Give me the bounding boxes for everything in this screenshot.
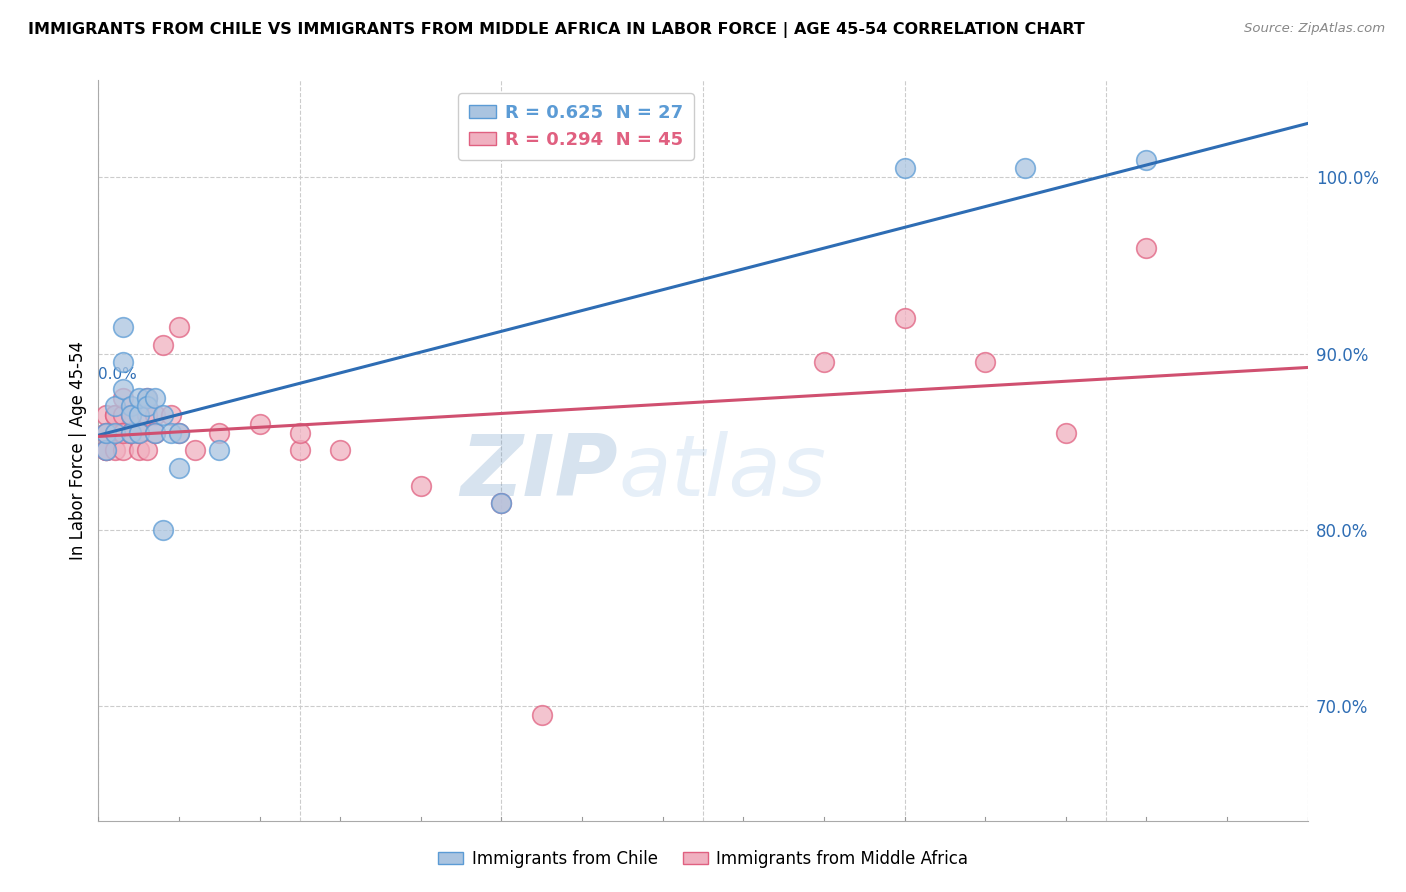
Point	[120, 425, 142, 440]
Point	[893, 161, 915, 176]
Point	[135, 391, 157, 405]
Point	[103, 425, 125, 440]
Point	[120, 408, 142, 422]
Point	[96, 425, 118, 440]
Point	[111, 382, 134, 396]
Legend: Immigrants from Chile, Immigrants from Middle Africa: Immigrants from Chile, Immigrants from M…	[432, 844, 974, 875]
Point	[120, 408, 142, 422]
Point	[120, 400, 142, 414]
Point	[111, 408, 134, 422]
Point	[184, 443, 207, 458]
Text: ZIP: ZIP	[461, 431, 619, 514]
Point	[160, 408, 183, 422]
Point	[96, 443, 118, 458]
Text: IMMIGRANTS FROM CHILE VS IMMIGRANTS FROM MIDDLE AFRICA IN LABOR FORCE | AGE 45-5: IMMIGRANTS FROM CHILE VS IMMIGRANTS FROM…	[28, 22, 1085, 38]
Point	[167, 320, 190, 334]
Point	[167, 461, 190, 475]
Point	[813, 355, 835, 369]
Point	[128, 425, 150, 440]
Text: 0.0%: 0.0%	[98, 367, 138, 382]
Point	[96, 443, 118, 458]
Point	[103, 425, 125, 440]
Point	[208, 443, 231, 458]
Point	[143, 425, 166, 440]
Point	[96, 443, 118, 458]
Point	[135, 400, 157, 414]
Point	[111, 355, 134, 369]
Point	[152, 523, 174, 537]
Point	[135, 408, 157, 422]
Point	[111, 425, 134, 440]
Point	[96, 443, 118, 458]
Point	[111, 425, 134, 440]
Point	[167, 425, 190, 440]
Point	[893, 311, 915, 326]
Point	[208, 425, 231, 440]
Point	[143, 425, 166, 440]
Point	[96, 425, 118, 440]
Point	[1135, 153, 1157, 167]
Point	[111, 443, 134, 458]
Point	[103, 400, 125, 414]
Point	[128, 408, 150, 422]
Point	[120, 425, 142, 440]
Point	[111, 391, 134, 405]
Point	[135, 443, 157, 458]
Point	[103, 408, 125, 422]
Point	[491, 496, 513, 510]
Point	[152, 408, 174, 422]
Point	[143, 391, 166, 405]
Point	[128, 425, 150, 440]
Point	[409, 479, 432, 493]
Point	[103, 443, 125, 458]
Point	[974, 355, 997, 369]
Point	[135, 391, 157, 405]
Point	[96, 425, 118, 440]
Point	[288, 443, 311, 458]
Point	[103, 425, 125, 440]
Point	[103, 408, 125, 422]
Point	[1014, 161, 1036, 176]
Point	[128, 391, 150, 405]
Point	[111, 320, 134, 334]
Point	[128, 443, 150, 458]
Point	[1054, 425, 1077, 440]
Point	[491, 496, 513, 510]
Point	[329, 443, 352, 458]
Point	[160, 425, 183, 440]
Point	[1135, 241, 1157, 255]
Y-axis label: In Labor Force | Age 45-54: In Labor Force | Age 45-54	[69, 341, 87, 560]
Point	[249, 417, 271, 431]
Point	[167, 425, 190, 440]
Point	[530, 707, 553, 722]
Point	[96, 408, 118, 422]
Legend: R = 0.625  N = 27, R = 0.294  N = 45: R = 0.625 N = 27, R = 0.294 N = 45	[458, 93, 695, 160]
Point	[120, 425, 142, 440]
Point	[143, 408, 166, 422]
Point	[152, 337, 174, 351]
Text: atlas: atlas	[619, 431, 827, 514]
Text: Source: ZipAtlas.com: Source: ZipAtlas.com	[1244, 22, 1385, 36]
Point	[288, 425, 311, 440]
Point	[128, 425, 150, 440]
